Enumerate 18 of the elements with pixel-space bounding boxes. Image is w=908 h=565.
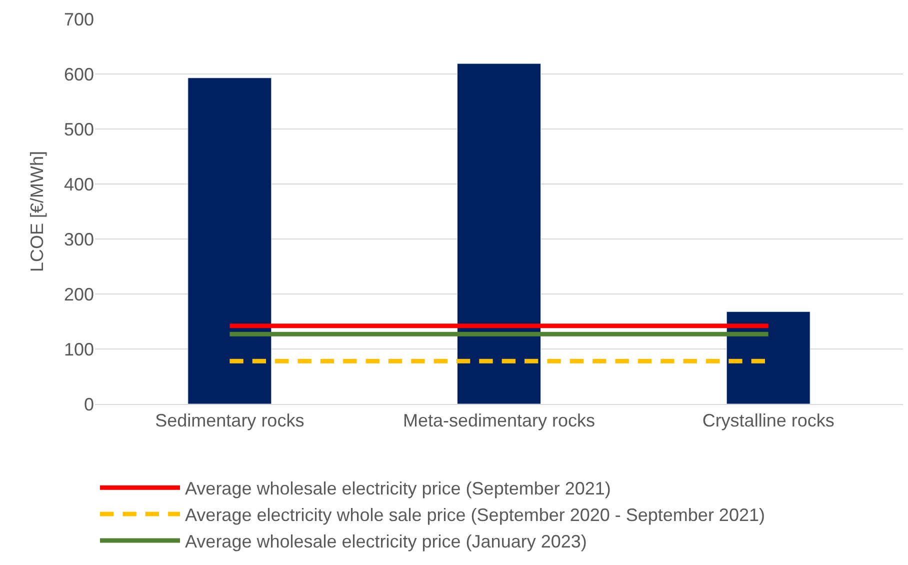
x-tick-label: Crystalline rocks	[702, 410, 834, 431]
bar	[457, 63, 541, 404]
bar	[726, 311, 810, 404]
y-tick-label: 600	[64, 64, 94, 84]
legend-label: Average electricity whole sale price (September 2020 - September 2021)	[185, 505, 765, 526]
y-tick-label: 100	[64, 339, 94, 360]
x-tick-label: Sedimentary rocks	[155, 410, 304, 431]
bar	[188, 78, 272, 404]
y-tick-label: 700	[64, 9, 94, 30]
legend-label: Average wholesale electricity price (January 2023)	[185, 531, 587, 552]
y-tick-label: 200	[64, 284, 94, 304]
y-tick-label: 0	[84, 394, 94, 414]
y-tick-label: 400	[64, 174, 94, 194]
legend-label: Average wholesale electricity price (September 2021)	[185, 478, 611, 499]
x-tick-label: Meta-sedimentary rocks	[402, 410, 596, 431]
y-tick-label: 300	[64, 229, 94, 250]
y-tick-label: 500	[64, 119, 94, 140]
y-axis-title: LCOE [€/MWh]	[27, 150, 48, 272]
